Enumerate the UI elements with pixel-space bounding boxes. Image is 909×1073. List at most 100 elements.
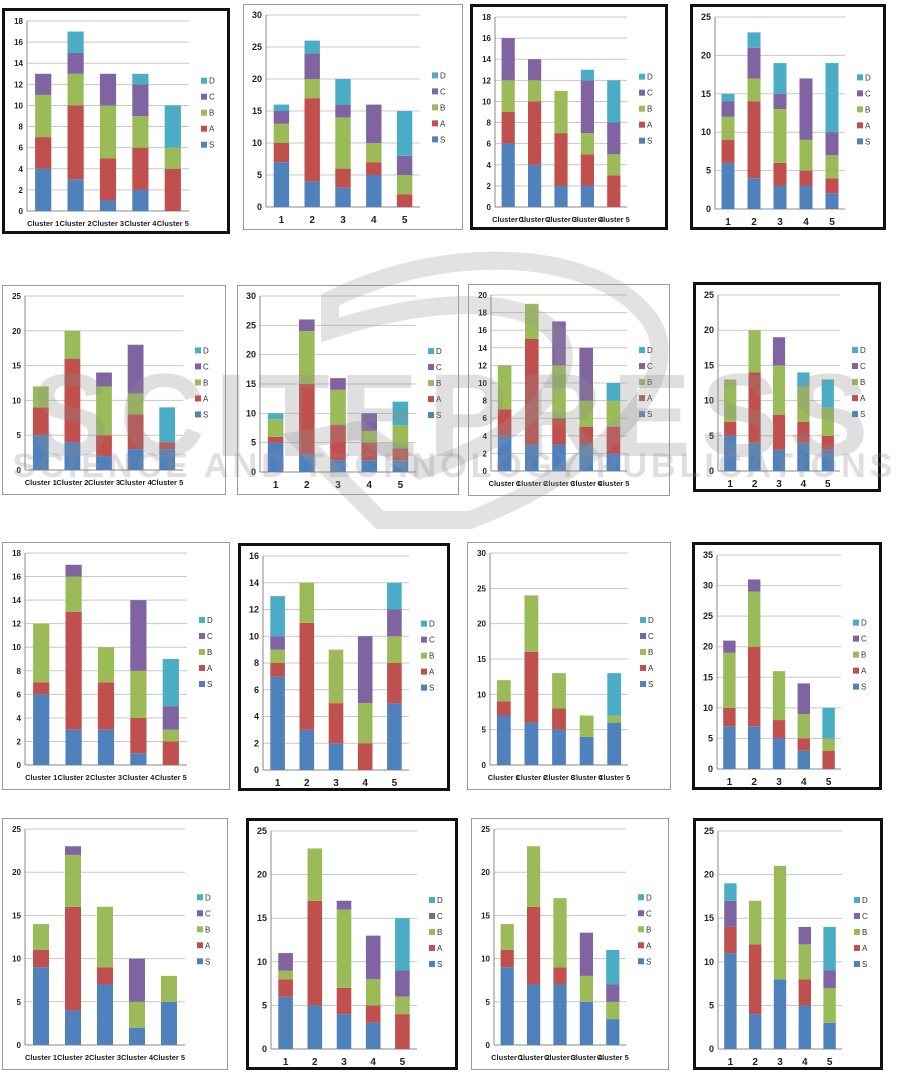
bar-segment-B-4 (797, 713, 810, 739)
y-tick-label: 8 (483, 397, 488, 406)
legend-label-A: A (203, 394, 209, 403)
bar-segment-C-4 (798, 926, 811, 945)
legend-swatch-B (432, 104, 438, 111)
x-tick-label: 5 (826, 777, 832, 788)
legend-swatch-C (854, 912, 860, 919)
legend-swatch-C (421, 636, 427, 643)
x-tick-label: 2 (751, 217, 757, 228)
bar-segment-S-3 (97, 729, 115, 765)
watermark-title: SCITEPRESS (30, 350, 879, 482)
bar-segment-B-4 (580, 133, 594, 155)
chart-panel-15: 0 5 10 15 20 25 Cluster 1 Cluster 2 Cluster 3 Clu… (471, 818, 669, 1070)
bar-segment-A-1 (721, 139, 735, 163)
legend-label-A: A (207, 664, 213, 673)
x-tick-label: 5 (400, 1057, 406, 1068)
bar-segment-C-2 (748, 579, 761, 592)
bar-segment-B-5 (606, 400, 621, 427)
bar-segment-C-2 (747, 47, 761, 79)
y-tick-label: 20 (478, 291, 487, 300)
y-tick-label: 10 (701, 127, 711, 137)
legend-swatch-A (201, 125, 207, 132)
legend-label-D: D (646, 893, 652, 902)
bar-segment-S-3 (96, 456, 112, 470)
bar-segment-A-4 (132, 147, 149, 190)
y-tick-label: 25 (704, 826, 714, 836)
bar-segment-D-3 (335, 79, 351, 105)
bar-segment-B-1 (724, 379, 737, 422)
bar-segment-C-2 (65, 846, 81, 855)
bar-segment-S-1 (723, 726, 736, 769)
bar-segment-A-2 (749, 944, 762, 1015)
bar-segment-A-1 (267, 436, 284, 443)
legend-swatch-A (640, 664, 646, 671)
bar-segment-S-3 (552, 729, 566, 765)
legend-label-C: C (646, 909, 652, 918)
bar-segment-C-2 (528, 59, 542, 81)
bar-segment-B-3 (330, 389, 346, 426)
legend-label-D: D (647, 346, 653, 355)
bar-segment-S-1 (278, 996, 293, 1049)
legend-swatch-B (854, 928, 860, 935)
bar-segment-D-5 (607, 673, 622, 716)
legend-swatch-B (428, 380, 434, 387)
legend-label-S: S (646, 957, 651, 966)
y-tick-label: 5 (706, 166, 711, 176)
legend-label-S: S (647, 137, 652, 146)
x-tick-label: 2 (312, 1057, 318, 1068)
y-tick-label: 4 (487, 161, 492, 170)
legend-swatch-B (201, 109, 207, 116)
bar-segment-S-1 (500, 967, 514, 1045)
x-tick-label: 4 (370, 1057, 376, 1068)
x-tick-label: 4 (371, 215, 377, 226)
legend-label-D: D (429, 620, 435, 629)
bar-segment-B-4 (579, 400, 593, 427)
bar-segment-D-2 (747, 32, 761, 48)
watermark-subtitle: SCIENCE AND TECHNOLOGY PUBLICATIONS (12, 447, 897, 485)
bar-segment-A-4 (798, 979, 811, 1006)
bar-segment-C-4 (130, 600, 147, 671)
bar-segment-B-4 (127, 393, 144, 415)
y-tick-label: 20 (703, 642, 713, 652)
legend-swatch-D (421, 620, 427, 627)
legend-label-D: D (648, 616, 654, 625)
y-tick-label: 16 (12, 573, 21, 582)
y-tick-label: 0 (706, 204, 711, 214)
y-tick-label: 0 (19, 207, 24, 216)
bar-segment-S-2 (67, 179, 84, 211)
legend-swatch-S (199, 680, 205, 687)
y-tick-label: 8 (487, 119, 492, 128)
x-tick-label: 4 (362, 778, 368, 789)
bar-segment-A-1 (32, 407, 49, 436)
legend-swatch-D (429, 896, 435, 903)
bar-segment-S-2 (749, 1014, 762, 1049)
bar-segment-A-3 (552, 708, 566, 730)
y-tick-label: 25 (252, 42, 262, 52)
y-tick-label: 10 (14, 101, 23, 110)
bar-segment-B-4 (361, 430, 377, 443)
bar-segment-A-3 (99, 158, 117, 201)
legend-swatch-C (432, 88, 438, 95)
y-tick-label: 25 (257, 826, 267, 836)
legend-label-D: D (440, 71, 446, 80)
bar-segment-C-5 (395, 970, 410, 997)
bar-segment-B-1 (497, 365, 512, 410)
bar-segment-A-3 (330, 425, 346, 461)
legend-swatch-C (428, 364, 434, 371)
legend-label-B: B (203, 378, 208, 387)
y-tick-label: 15 (701, 89, 711, 99)
x-tick-label: Cluster 2 (516, 479, 548, 488)
bar-segment-C-3 (552, 321, 566, 366)
y-tick-label: 35 (703, 550, 713, 560)
legend-label-S: S (437, 960, 442, 969)
y-tick-label: 20 (704, 325, 714, 335)
bar-segment-S-1 (721, 162, 735, 209)
legend-label-S: S (862, 960, 867, 969)
bar-segment-A-4 (127, 414, 144, 450)
bar-segment-D-1 (273, 104, 290, 111)
legend-swatch-A (429, 944, 435, 951)
bar-segment-C-5 (825, 132, 839, 156)
bar-segment-S-5 (607, 722, 622, 765)
legend-swatch-D (853, 619, 859, 626)
y-tick-label: 20 (704, 870, 714, 880)
